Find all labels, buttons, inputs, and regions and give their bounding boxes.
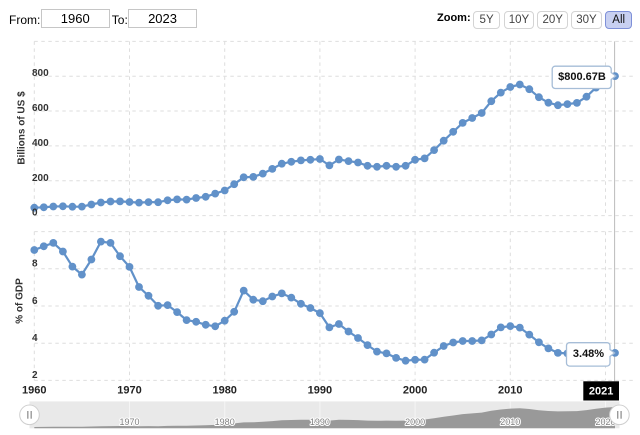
svg-text:Billions of US $: Billions of US $	[17, 91, 28, 165]
svg-text:2010: 2010	[498, 385, 522, 397]
svg-text:3.48%: 3.48%	[573, 348, 604, 360]
svg-text:1990: 1990	[310, 417, 330, 427]
svg-text:2000: 2000	[405, 417, 425, 427]
svg-text:6: 6	[32, 296, 38, 307]
svg-text:200: 200	[32, 173, 49, 184]
svg-text:1970: 1970	[119, 417, 139, 427]
svg-text:1960: 1960	[22, 385, 46, 397]
svg-text:800: 800	[32, 68, 49, 79]
svg-text:400: 400	[32, 138, 49, 149]
svg-text:2010: 2010	[500, 417, 520, 427]
svg-text:0: 0	[32, 208, 38, 219]
svg-text:$800.67B: $800.67B	[558, 71, 606, 83]
svg-text:1970: 1970	[117, 385, 141, 397]
svg-text:1980: 1980	[215, 417, 235, 427]
svg-text:% of GDP: % of GDP	[15, 278, 26, 324]
svg-text:2000: 2000	[403, 385, 427, 397]
svg-text:8: 8	[32, 259, 38, 270]
svg-text:4: 4	[32, 333, 38, 344]
svg-text:1980: 1980	[212, 385, 236, 397]
svg-text:1990: 1990	[308, 385, 332, 397]
svg-text:2: 2	[32, 370, 38, 381]
svg-text:2021: 2021	[589, 386, 613, 398]
svg-text:600: 600	[32, 103, 49, 114]
